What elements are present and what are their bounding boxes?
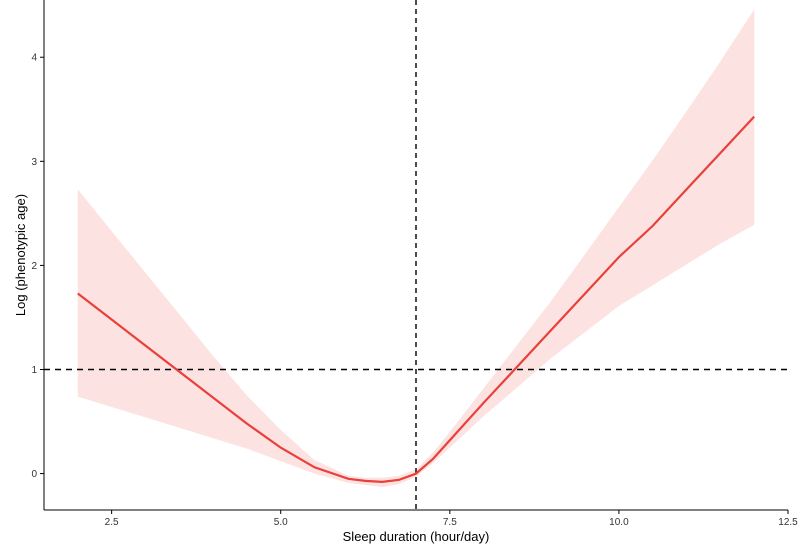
x-tick-label: 5.0 bbox=[274, 517, 288, 528]
y-tick-label: 4 bbox=[31, 53, 37, 64]
x-ticks: 2.5 5.0 7.5 10.0 12.5 bbox=[105, 510, 798, 528]
y-tick-label: 3 bbox=[31, 157, 37, 168]
y-tick-label: 1 bbox=[31, 365, 37, 376]
plot-area bbox=[44, 0, 788, 510]
confidence-band bbox=[77, 9, 755, 488]
y-tick-label: 2 bbox=[31, 261, 37, 272]
x-axis-title: Sleep duration (hour/day) bbox=[343, 529, 490, 544]
x-tick-label: 7.5 bbox=[443, 517, 457, 528]
x-tick-label: 12.5 bbox=[778, 517, 798, 528]
y-axis-title: Log (phenotypic age) bbox=[13, 194, 28, 316]
x-tick-label: 10.0 bbox=[609, 517, 629, 528]
y-ticks: 0 1 2 3 4 bbox=[31, 53, 44, 480]
x-tick-label: 2.5 bbox=[105, 517, 119, 528]
fitted-line bbox=[77, 115, 756, 484]
y-tick-label: 0 bbox=[31, 469, 37, 480]
